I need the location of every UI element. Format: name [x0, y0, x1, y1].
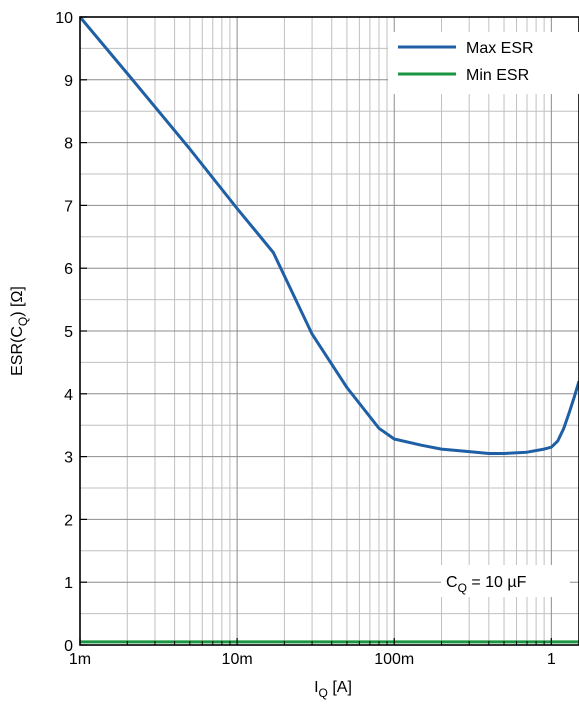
y-tick-label: 7 — [64, 198, 73, 215]
y-tick-label: 1 — [64, 575, 73, 592]
legend: Max ESR Min ESR — [388, 32, 579, 94]
y-tick-label: 4 — [64, 387, 73, 404]
legend-label-max-esr: Max ESR — [466, 40, 534, 57]
x-tick-label: 10m — [222, 651, 253, 668]
y-tick-label: 3 — [64, 450, 73, 467]
x-tick-label: 1 — [547, 651, 556, 668]
x-tick-label: 1m — [69, 651, 91, 668]
y-tick-label: 9 — [64, 73, 73, 90]
annotation-box — [441, 565, 570, 597]
y-tick-label: 2 — [64, 512, 73, 529]
y-axis-title: ESR(CQ) [Ω] — [9, 286, 30, 376]
legend-box — [388, 32, 579, 94]
x-tick-label: 100m — [374, 651, 414, 668]
y-tick-label: 10 — [55, 10, 73, 27]
x-axis-title: IQ [A] — [314, 679, 352, 700]
y-tick-label: 8 — [64, 136, 73, 153]
y-tick-label: 5 — [64, 324, 73, 341]
annotation-text: CQ = 10 µF — [446, 574, 527, 595]
legend-label-min-esr: Min ESR — [466, 67, 529, 84]
capacitance-annotation: CQ = 10 µF — [441, 565, 570, 597]
y-tick-label: 6 — [64, 261, 73, 278]
series-line-max-esr — [78, 16, 579, 455]
y-tick-label: 0 — [64, 638, 73, 655]
tick-marks — [79, 16, 552, 646]
series-group — [78, 16, 579, 644]
